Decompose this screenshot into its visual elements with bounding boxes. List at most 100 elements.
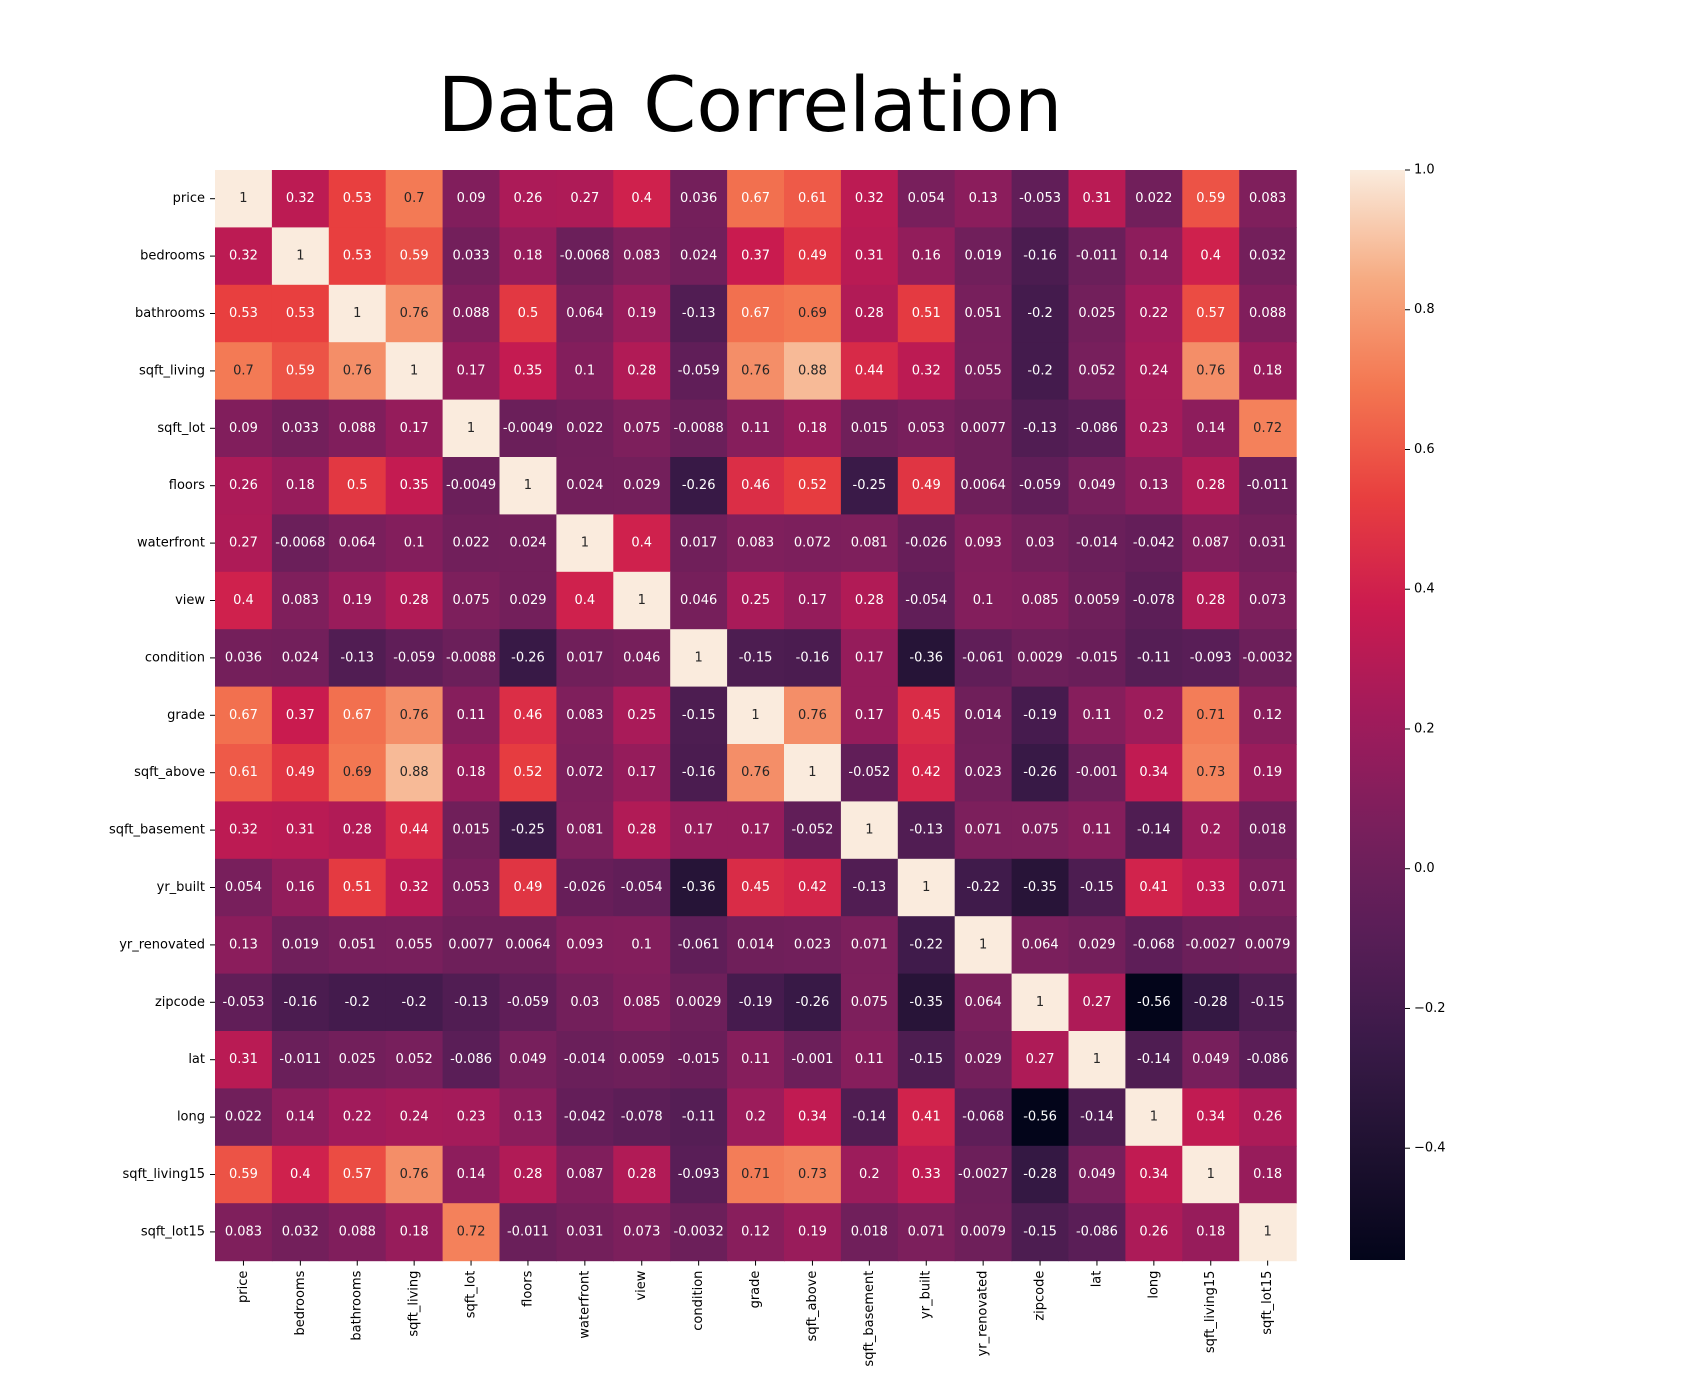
- heatmap-cell-yr_built-floors: [499, 858, 557, 917]
- cell-value-label: 1: [524, 478, 532, 493]
- heatmap-cell-sqft_living-grade: [727, 342, 785, 401]
- cell-value-label: 0.075: [623, 421, 660, 436]
- heatmap-cell-sqft_living-sqft_basement: [840, 342, 899, 401]
- cell-value-label: -0.26: [1023, 765, 1057, 780]
- cell-value-label: 0.054: [908, 191, 945, 206]
- heatmap-cell-sqft_above-waterfront: [556, 744, 614, 802]
- row-label-long: long: [177, 1110, 205, 1125]
- column-label-yr_built: yr_built: [919, 1271, 934, 1319]
- cell-value-label: -0.11: [1137, 650, 1171, 665]
- heatmap-cell-view-bedrooms: [271, 571, 330, 630]
- heatmap-cell-sqft_living15-yr_renovated: [954, 1145, 1013, 1204]
- heatmap-cell-bedrooms-lat: [1068, 227, 1126, 286]
- cell-value-label: 0.033: [282, 421, 319, 436]
- cell-value-label: 0.09: [229, 421, 258, 436]
- cell-value-label: 0.4: [575, 593, 596, 608]
- cell-value-label: -0.0088: [446, 650, 496, 665]
- cell-value-label: 1: [808, 765, 816, 780]
- heatmap-cell-sqft_basement-price: [215, 801, 273, 860]
- cell-value-label: 0.61: [798, 191, 827, 206]
- heatmap-cell-long-sqft_above: [784, 1088, 842, 1147]
- cell-value-label: 0.32: [400, 880, 429, 895]
- cell-value-label: 0.27: [1082, 995, 1111, 1010]
- heatmap-cell-lat-grade: [727, 1031, 785, 1089]
- cell-value-label: -0.15: [739, 650, 773, 665]
- cell-value-label: -0.061: [962, 650, 1004, 665]
- cell-value-label: 0.27: [1026, 1052, 1055, 1067]
- heatmap-cell-sqft_living-lat: [1068, 342, 1126, 401]
- heatmap-cell-sqft_living15-sqft_lot: [442, 1145, 501, 1204]
- cell-value-label: 0.4: [233, 593, 254, 608]
- cell-value-label: -0.13: [909, 823, 943, 838]
- heatmap-cell-yr_built-zipcode: [1011, 858, 1070, 917]
- cell-value-label: -0.16: [682, 765, 716, 780]
- heatmap-cell-sqft_lot15-condition: [670, 1203, 728, 1262]
- heatmap-cell-lat-yr_built: [897, 1031, 956, 1089]
- cell-value-label: -0.053: [1019, 191, 1061, 206]
- heatmap-cell-long-price: [215, 1088, 273, 1147]
- cell-value-label: 0.34: [1139, 1167, 1168, 1182]
- cell-value-label: -0.093: [678, 1167, 720, 1182]
- row-label-sqft_above: sqft_above: [134, 765, 205, 780]
- heatmap-cell-view-view: [613, 571, 671, 630]
- column-label-sqft_lot: sqft_lot: [464, 1271, 479, 1319]
- cell-value-label: -0.15: [1251, 995, 1285, 1010]
- cell-value-label: 0.76: [400, 306, 429, 321]
- cell-value-label: 0.18: [286, 478, 315, 493]
- heatmap-cell-sqft_basement-sqft_living15: [1182, 801, 1240, 860]
- heatmap-cell-price-sqft_above: [784, 170, 842, 228]
- cell-value-label: -0.053: [222, 995, 264, 1010]
- cell-value-label: 1: [695, 650, 703, 665]
- heatmap-cell-bathrooms-zipcode: [1011, 284, 1070, 343]
- cell-value-label: 0.033: [452, 249, 489, 264]
- heatmap-cell-waterfront-sqft_basement: [840, 514, 899, 573]
- cell-value-label: 0.029: [509, 593, 546, 608]
- cell-value-label: -0.0032: [674, 1224, 724, 1239]
- cell-value-label: 0.1: [404, 536, 425, 551]
- cell-value-label: 0.49: [513, 880, 542, 895]
- heatmap-cell-sqft_basement-bedrooms: [271, 801, 330, 860]
- heatmap-cell-sqft_living-sqft_living: [385, 342, 444, 401]
- heatmap-cell-condition-condition: [670, 629, 728, 688]
- cell-value-label: -0.059: [678, 363, 720, 378]
- heatmap-cell-long-view: [613, 1088, 671, 1147]
- heatmap-cell-sqft_lot-waterfront: [556, 399, 614, 458]
- heatmap-cell-view-zipcode: [1011, 571, 1070, 630]
- heatmap-cell-waterfront-sqft_lot15: [1239, 514, 1297, 573]
- heatmap-cell-price-sqft_basement: [840, 170, 899, 228]
- heatmap-cell-sqft_living-bedrooms: [271, 342, 330, 401]
- heatmap-cell-zipcode-floors: [499, 973, 557, 1032]
- heatmap-cell-zipcode-waterfront: [556, 973, 614, 1032]
- colorbar-tick-label: −0.2: [1414, 1001, 1446, 1016]
- cell-value-label: -0.001: [1076, 765, 1118, 780]
- cell-value-label: 0.52: [798, 478, 827, 493]
- heatmap-cell-lat-bedrooms: [271, 1031, 330, 1089]
- heatmap-cell-long-long: [1125, 1088, 1183, 1147]
- cell-value-label: 0.18: [1196, 1224, 1225, 1239]
- cell-value-label: -0.078: [1133, 593, 1175, 608]
- cell-value-label: 1: [467, 421, 475, 436]
- heatmap-cell-sqft_lot-sqft_above: [784, 399, 842, 458]
- colorbar-tick-label: 0.8: [1414, 302, 1435, 317]
- heatmap-cell-lat-sqft_living: [385, 1031, 444, 1089]
- heatmap-cell-yr_renovated-long: [1125, 916, 1183, 975]
- cell-value-label: 0.083: [737, 536, 774, 551]
- heatmap-cell-sqft_above-floors: [499, 744, 557, 802]
- cell-value-label: 0.024: [509, 536, 546, 551]
- heatmap-cell-sqft_lot15-long: [1125, 1203, 1183, 1262]
- heatmap-cell-sqft_lot-yr_built: [897, 399, 956, 458]
- cell-value-label: 0.017: [566, 650, 603, 665]
- cell-value-label: 0.37: [286, 708, 315, 723]
- heatmap-cell-view-sqft_above: [784, 571, 842, 630]
- heatmap-cell-sqft_lot-sqft_lot15: [1239, 399, 1297, 458]
- cell-value-label: 0.31: [1082, 191, 1111, 206]
- cell-value-label: 0.35: [400, 478, 429, 493]
- cell-value-label: 0.18: [457, 765, 486, 780]
- cell-value-label: -0.16: [284, 995, 318, 1010]
- cell-value-label: 0.032: [1249, 249, 1286, 264]
- cell-value-label: -0.15: [1023, 1224, 1057, 1239]
- cell-value-label: 0.57: [343, 1167, 372, 1182]
- heatmap-cell-bedrooms-yr_built: [897, 227, 956, 286]
- cell-value-label: 0.67: [343, 708, 372, 723]
- cell-value-label: 0.51: [343, 880, 372, 895]
